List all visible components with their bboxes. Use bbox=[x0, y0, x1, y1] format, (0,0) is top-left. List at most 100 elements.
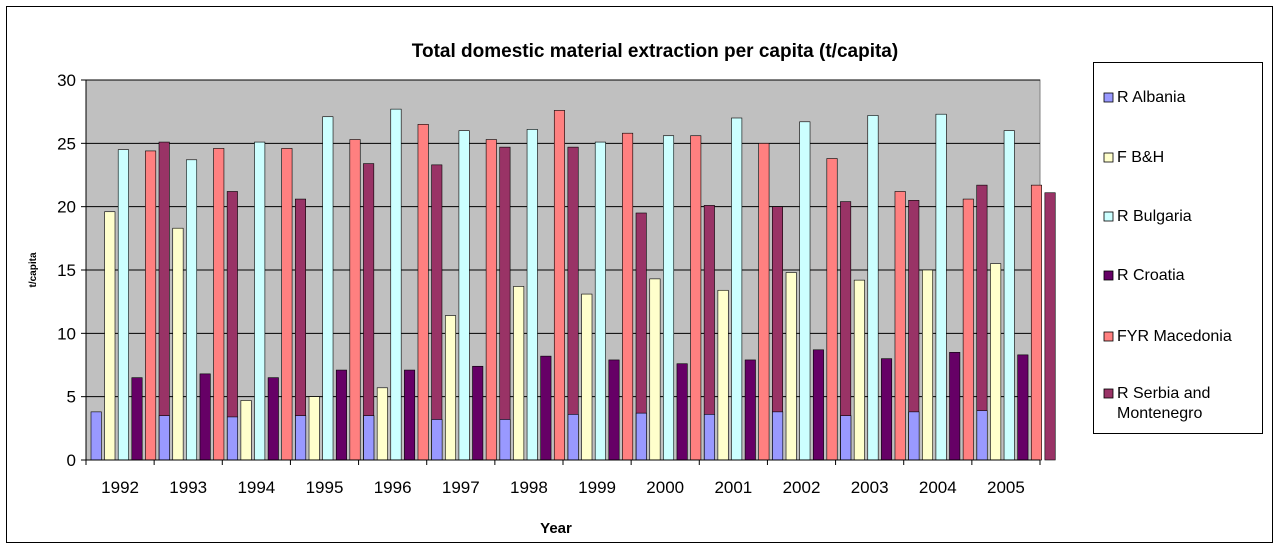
x-tick-label: 1997 bbox=[442, 478, 480, 497]
legend-swatch bbox=[1103, 211, 1114, 222]
x-tick-label: 1998 bbox=[510, 478, 548, 497]
bar bbox=[213, 148, 225, 461]
bar bbox=[949, 352, 961, 461]
x-tick-label: 1993 bbox=[169, 478, 207, 497]
legend-label: FYR Macedonia bbox=[1117, 328, 1232, 345]
legend-swatch bbox=[1103, 92, 1114, 103]
bar bbox=[812, 349, 824, 461]
bar bbox=[581, 293, 593, 461]
bar bbox=[744, 359, 756, 461]
bar bbox=[472, 365, 484, 461]
bar bbox=[186, 159, 198, 461]
bar bbox=[458, 130, 470, 461]
chart-title: Total domestic material extraction per c… bbox=[412, 41, 898, 62]
bar bbox=[485, 139, 497, 461]
legend-label: F B&H bbox=[1117, 149, 1164, 166]
bar bbox=[594, 141, 606, 461]
bar bbox=[226, 416, 238, 461]
bar bbox=[308, 396, 320, 461]
legend-label: R Serbia and bbox=[1117, 385, 1210, 402]
bar bbox=[935, 113, 947, 461]
bar bbox=[990, 263, 1002, 461]
bar bbox=[431, 419, 443, 461]
bar bbox=[158, 415, 170, 461]
x-tick-label: 2001 bbox=[714, 478, 752, 497]
y-tick-label: 30 bbox=[57, 71, 76, 90]
bar bbox=[104, 211, 116, 461]
legend-label: R Albania bbox=[1117, 89, 1186, 106]
bar bbox=[1030, 184, 1042, 461]
bar bbox=[376, 387, 388, 461]
bar bbox=[785, 272, 797, 461]
bar bbox=[281, 148, 293, 461]
bar bbox=[240, 400, 252, 461]
bar bbox=[622, 132, 634, 461]
bar bbox=[853, 279, 865, 461]
bar bbox=[976, 410, 988, 461]
bar bbox=[962, 198, 974, 461]
bar bbox=[567, 414, 579, 461]
bar bbox=[567, 146, 579, 461]
axes: 0 5 10 15 20 25 30 1992 1993 1994 1995 1996 1997 1998… bbox=[57, 71, 1041, 497]
legend-swatch bbox=[1103, 270, 1114, 281]
bar bbox=[431, 164, 443, 461]
bar bbox=[840, 415, 852, 461]
x-tick-label: 1995 bbox=[306, 478, 344, 497]
bar bbox=[881, 358, 893, 461]
bar bbox=[404, 369, 416, 461]
bar bbox=[172, 227, 184, 461]
bar bbox=[145, 150, 157, 461]
legend-swatch bbox=[1103, 152, 1114, 163]
bar bbox=[1003, 130, 1015, 461]
bar bbox=[363, 415, 375, 461]
bar bbox=[608, 359, 620, 461]
bar bbox=[690, 135, 702, 461]
bar bbox=[295, 415, 307, 461]
bar bbox=[499, 419, 511, 461]
bar bbox=[335, 369, 347, 461]
bar bbox=[649, 278, 661, 461]
bar bbox=[349, 139, 361, 461]
x-tick-label: 2004 bbox=[919, 478, 957, 497]
legend-label: R Croatia bbox=[1117, 267, 1185, 284]
y-axis-label: t/capita bbox=[28, 252, 39, 287]
bar bbox=[663, 135, 675, 461]
x-tick-label: 1994 bbox=[237, 478, 275, 497]
bar bbox=[758, 143, 770, 461]
bar bbox=[513, 286, 525, 461]
legend-label: R Bulgaria bbox=[1117, 208, 1192, 225]
x-tick-label: 2000 bbox=[646, 478, 684, 497]
legend-swatch bbox=[1103, 388, 1114, 399]
bar bbox=[635, 412, 647, 461]
legend-box bbox=[1093, 62, 1263, 434]
y-tick-label: 5 bbox=[67, 388, 76, 407]
x-tick-label: 1992 bbox=[101, 478, 139, 497]
bar bbox=[703, 414, 715, 461]
bar bbox=[267, 377, 279, 461]
bar bbox=[799, 121, 811, 461]
bar bbox=[922, 269, 934, 461]
bar bbox=[131, 377, 143, 461]
y-tick-label: 10 bbox=[57, 324, 76, 343]
legend-swatch bbox=[1103, 331, 1114, 342]
bar bbox=[1044, 192, 1056, 461]
bar bbox=[1017, 354, 1029, 461]
x-axis-label: Year bbox=[540, 520, 572, 537]
bar bbox=[540, 355, 552, 461]
y-tick-label: 15 bbox=[57, 261, 76, 280]
bar bbox=[417, 124, 429, 461]
bar bbox=[499, 146, 511, 461]
bar bbox=[826, 158, 838, 461]
bar bbox=[390, 108, 402, 461]
bar bbox=[117, 149, 129, 461]
bar bbox=[90, 411, 102, 461]
bar bbox=[526, 129, 538, 461]
bar bbox=[553, 110, 565, 461]
bar bbox=[894, 191, 906, 461]
bar bbox=[199, 373, 211, 461]
bar bbox=[676, 363, 688, 461]
x-tick-label: 2005 bbox=[987, 478, 1025, 497]
y-tick-label: 20 bbox=[57, 198, 76, 217]
